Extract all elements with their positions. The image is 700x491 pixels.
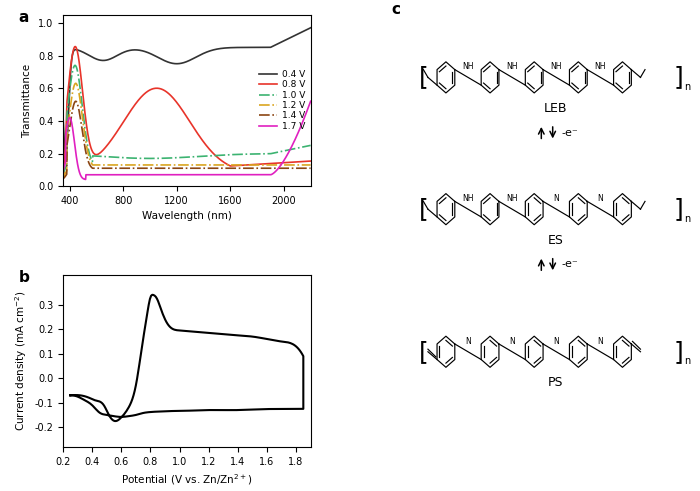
Text: -e⁻: -e⁻ bbox=[561, 128, 578, 137]
0.8 V bbox=[272, 160, 281, 166]
Text: NH: NH bbox=[550, 62, 562, 71]
Text: NH: NH bbox=[594, 62, 606, 71]
Line: 1.0 V: 1.0 V bbox=[63, 65, 311, 173]
0.4 V bbox=[209, 47, 218, 53]
1.0 V bbox=[272, 149, 281, 155]
1.7 V bbox=[209, 172, 218, 178]
Text: ]: ] bbox=[674, 340, 684, 364]
1.2 V bbox=[59, 173, 67, 179]
Line: 0.4 V: 0.4 V bbox=[63, 28, 311, 154]
Text: N: N bbox=[465, 337, 471, 346]
1.7 V bbox=[81, 176, 90, 182]
Text: n: n bbox=[685, 82, 691, 92]
1.0 V bbox=[59, 170, 67, 176]
Text: PS: PS bbox=[548, 377, 564, 389]
1.0 V bbox=[203, 153, 211, 159]
Text: N: N bbox=[598, 194, 603, 203]
0.8 V bbox=[247, 162, 256, 167]
0.4 V bbox=[74, 47, 83, 53]
Text: N: N bbox=[510, 337, 515, 346]
0.4 V bbox=[203, 49, 211, 55]
1.4 V bbox=[217, 165, 225, 171]
Text: LEB: LEB bbox=[544, 102, 567, 115]
Line: 1.2 V: 1.2 V bbox=[63, 83, 311, 176]
1.4 V bbox=[307, 165, 315, 171]
0.4 V bbox=[62, 151, 70, 157]
1.0 V bbox=[71, 62, 79, 68]
Text: [: [ bbox=[419, 197, 428, 221]
1.2 V bbox=[209, 162, 218, 168]
Text: n: n bbox=[685, 356, 691, 366]
0.4 V bbox=[307, 25, 315, 31]
1.4 V bbox=[272, 165, 281, 171]
Text: a: a bbox=[18, 10, 29, 25]
0.4 V bbox=[217, 46, 225, 52]
Y-axis label: Current density (mA cm$^{-2}$): Current density (mA cm$^{-2}$) bbox=[13, 291, 29, 432]
1.2 V bbox=[71, 81, 80, 86]
1.7 V bbox=[74, 164, 83, 170]
Text: N: N bbox=[554, 337, 559, 346]
0.8 V bbox=[209, 151, 218, 157]
0.8 V bbox=[307, 158, 315, 164]
Text: N: N bbox=[598, 337, 603, 346]
1.0 V bbox=[209, 153, 218, 159]
Text: n: n bbox=[685, 214, 691, 224]
Text: NH: NH bbox=[506, 62, 518, 71]
Text: NH: NH bbox=[462, 62, 474, 71]
Text: -e⁻: -e⁻ bbox=[561, 259, 578, 270]
0.4 V bbox=[59, 113, 67, 119]
Text: N: N bbox=[554, 194, 559, 203]
Line: 1.4 V: 1.4 V bbox=[63, 101, 311, 178]
1.4 V bbox=[59, 175, 67, 181]
1.7 V bbox=[307, 98, 315, 104]
Line: 0.8 V: 0.8 V bbox=[63, 47, 311, 178]
1.0 V bbox=[74, 74, 83, 80]
0.4 V bbox=[247, 45, 256, 51]
1.4 V bbox=[71, 98, 80, 104]
1.2 V bbox=[307, 162, 315, 168]
X-axis label: Wavelength (nm): Wavelength (nm) bbox=[142, 212, 232, 221]
Text: [: [ bbox=[419, 340, 428, 364]
Text: [: [ bbox=[419, 65, 428, 89]
1.7 V bbox=[272, 167, 281, 173]
1.0 V bbox=[307, 142, 315, 148]
0.8 V bbox=[71, 44, 79, 50]
1.7 V bbox=[59, 168, 67, 174]
Text: ES: ES bbox=[547, 234, 564, 247]
1.4 V bbox=[247, 165, 256, 171]
1.7 V bbox=[203, 172, 211, 178]
1.4 V bbox=[203, 165, 211, 171]
Y-axis label: Transmittance: Transmittance bbox=[22, 63, 32, 137]
1.0 V bbox=[217, 152, 225, 158]
1.7 V bbox=[217, 172, 225, 178]
Legend: 0.4 V, 0.8 V, 1.0 V, 1.2 V, 1.4 V, 1.7 V: 0.4 V, 0.8 V, 1.0 V, 1.2 V, 1.4 V, 1.7 V bbox=[258, 69, 306, 132]
0.8 V bbox=[217, 157, 225, 163]
Text: NH: NH bbox=[462, 194, 474, 203]
1.2 V bbox=[203, 162, 211, 168]
Text: b: b bbox=[18, 270, 29, 285]
Text: NH: NH bbox=[506, 194, 518, 203]
1.2 V bbox=[272, 162, 281, 168]
1.7 V bbox=[247, 172, 256, 178]
1.4 V bbox=[209, 165, 218, 171]
0.8 V bbox=[74, 55, 83, 60]
1.2 V bbox=[217, 162, 225, 168]
Text: c: c bbox=[392, 2, 401, 17]
1.2 V bbox=[247, 162, 256, 168]
Line: 1.7 V: 1.7 V bbox=[63, 101, 311, 179]
0.8 V bbox=[203, 143, 211, 149]
0.8 V bbox=[59, 175, 67, 181]
X-axis label: Potential (V vs. Zn/Zn$^{2+}$): Potential (V vs. Zn/Zn$^{2+}$) bbox=[121, 472, 253, 487]
Text: ]: ] bbox=[674, 197, 684, 221]
1.0 V bbox=[247, 151, 256, 157]
1.2 V bbox=[74, 87, 83, 93]
0.4 V bbox=[272, 41, 281, 47]
Text: ]: ] bbox=[674, 65, 684, 89]
1.4 V bbox=[74, 105, 83, 111]
